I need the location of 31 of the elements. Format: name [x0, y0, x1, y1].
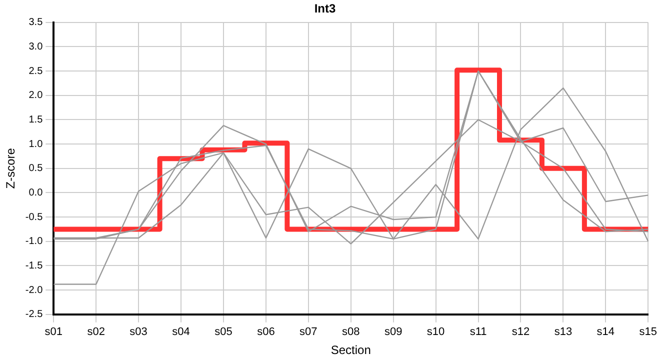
x-tick-label: s03	[130, 326, 148, 338]
y-tick-label: 1.0	[28, 138, 44, 150]
x-tick-label: s06	[257, 326, 275, 338]
y-tick-label: 3.0	[28, 41, 44, 52]
y-tick-label: 1.5	[28, 114, 44, 126]
y-tick-label: -0.5	[25, 212, 44, 223]
y-tick-label: -2.5	[25, 309, 44, 320]
x-tick-label: s04	[172, 326, 190, 338]
y-tick-label: 0.0	[28, 187, 44, 198]
x-tick-label: s11	[470, 326, 487, 338]
x-tick-label: s14	[596, 326, 615, 338]
x-tick-label: s05	[214, 326, 232, 338]
x-tick-label: s12	[512, 326, 530, 338]
chart-title: Int3	[314, 2, 336, 16]
y-axis-title: Z-score	[4, 148, 18, 189]
x-tick-label: s09	[384, 326, 402, 338]
y-tick-label: 3.5	[28, 17, 44, 28]
x-tick-label: s02	[87, 326, 105, 338]
y-tick-label: -1.0	[25, 236, 44, 248]
y-tick-label: 0.5	[28, 163, 44, 174]
x-tick-label: s01	[44, 326, 63, 338]
x-axis-title: Section	[330, 343, 371, 358]
y-tick-label: -2.0	[25, 284, 44, 296]
y-tick-label: -1.5	[25, 260, 44, 272]
x-tick-label: s08	[342, 326, 360, 338]
x-tick-label: s13	[554, 326, 572, 338]
x-tick-label: s15	[639, 326, 658, 338]
y-tick-label: 2.5	[28, 66, 44, 77]
y-tick-label: 2.0	[28, 90, 44, 102]
x-tick-label: s10	[426, 326, 445, 338]
x-tick-label: s07	[300, 326, 318, 338]
